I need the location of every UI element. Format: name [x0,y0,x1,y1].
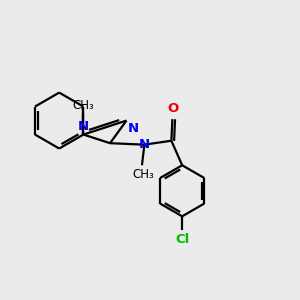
Text: O: O [168,102,179,115]
Text: Cl: Cl [175,233,189,246]
Text: CH₃: CH₃ [73,99,94,112]
Text: CH₃: CH₃ [133,168,154,181]
Text: N: N [128,122,139,135]
Text: N: N [78,120,89,133]
Text: N: N [139,138,150,151]
